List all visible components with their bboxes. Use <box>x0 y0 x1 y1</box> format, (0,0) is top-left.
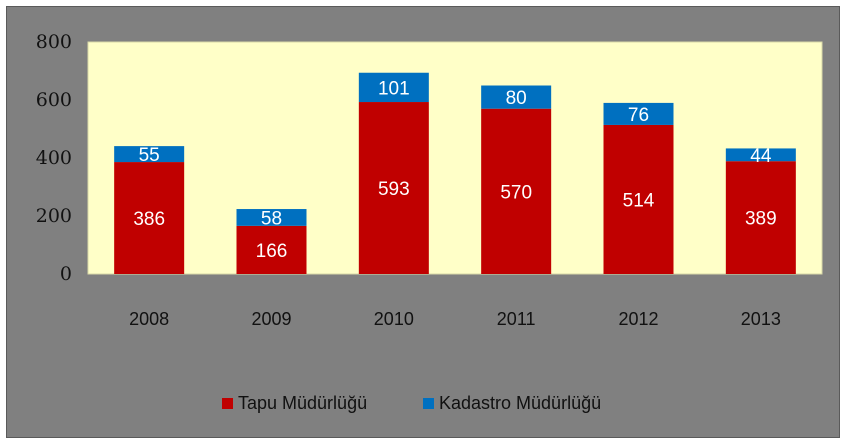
x-tick-label: 2013 <box>741 309 781 329</box>
bar-segment-tapu <box>603 124 674 274</box>
data-label: 386 <box>133 209 165 230</box>
data-label: 593 <box>378 179 410 200</box>
data-label: 101 <box>378 78 410 99</box>
x-tick-label: 2010 <box>374 309 414 329</box>
legend: Tapu Müdürlüğü Kadastro Müdürlüğü <box>222 393 601 413</box>
bar-segment-tapu <box>358 102 429 274</box>
data-label: 166 <box>256 241 288 262</box>
data-label: 76 <box>628 105 649 126</box>
x-tick-label: 2012 <box>618 309 658 329</box>
bar-segment-tapu <box>114 162 185 274</box>
bar-segment-kadastro <box>603 102 674 125</box>
bar-segment-tapu <box>481 108 552 274</box>
y-tick-label: 800 <box>36 31 72 53</box>
data-label: 58 <box>261 208 282 229</box>
data-label: 55 <box>139 145 160 166</box>
plot-area <box>87 41 823 275</box>
bar-segment-kadastro <box>481 85 552 109</box>
bar-series: 386 55 166 58 593 101 570 80 514 76 389 44 <box>114 72 796 274</box>
bar-segment-kadastro <box>358 72 429 103</box>
legend-label: Tapu Müdürlüğü <box>238 393 367 413</box>
data-label: 570 <box>500 182 532 203</box>
bar-segment-tapu <box>236 225 307 274</box>
bar-segment-kadastro <box>236 209 307 226</box>
bar-segment-tapu <box>725 161 796 274</box>
data-label: 514 <box>623 190 655 211</box>
y-tick-label: 600 <box>36 89 72 111</box>
x-tick-label: 2009 <box>251 309 291 329</box>
bar-segment-kadastro <box>725 148 796 162</box>
y-tick-label: 0 <box>60 263 72 285</box>
legend-swatch <box>423 398 434 409</box>
x-tick-label: 2011 <box>497 309 536 329</box>
x-axis: 2008 2009 2010 2011 2012 2013 <box>129 309 781 329</box>
y-axis: 0 200 400 600 800 <box>36 31 72 285</box>
x-tick-label: 2008 <box>129 309 169 329</box>
y-tick-label: 400 <box>36 147 72 169</box>
data-label: 44 <box>750 146 772 167</box>
legend-swatch <box>222 398 233 409</box>
y-tick-label: 200 <box>36 205 72 227</box>
data-label: 80 <box>506 88 527 109</box>
legend-label: Kadastro Müdürlüğü <box>439 393 601 413</box>
bar-segment-kadastro <box>114 146 185 163</box>
data-label: 389 <box>745 209 777 230</box>
